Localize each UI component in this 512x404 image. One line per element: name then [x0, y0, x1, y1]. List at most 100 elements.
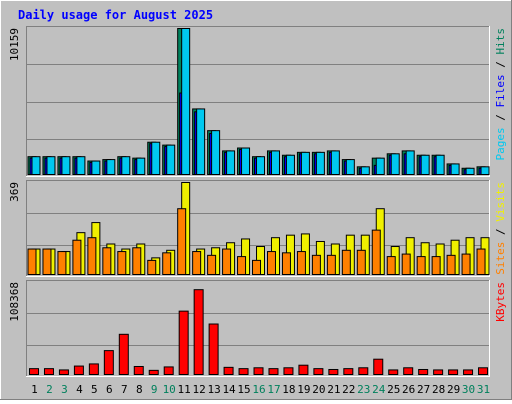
- x-tick-label: 5: [91, 383, 98, 396]
- kbytes-bar: [133, 365, 144, 376]
- x-axis-labels: 1 2 3 4 5 6 7 8 9 10 11 12 13 14 15 16 17 18 19 20 21 22 23 24 2…: [31, 383, 490, 396]
- x-tick-label: 1: [31, 383, 38, 396]
- kbytes-bar: [103, 350, 114, 375]
- sites-bar: [296, 251, 306, 276]
- sites-bar: [132, 247, 142, 276]
- x-tick-label: 8: [136, 383, 143, 396]
- x-tick-label: 26: [402, 383, 415, 396]
- pages-bar: [31, 156, 41, 175]
- hits-panel-frame: [26, 26, 490, 177]
- kbytes-bar: [343, 368, 354, 375]
- kbytes-bar: [328, 368, 339, 376]
- sites-bar: [192, 251, 202, 276]
- pages-bar: [315, 151, 325, 175]
- x-tick-label: 20: [312, 383, 325, 396]
- kbytes-bar: [29, 368, 39, 375]
- sites-bar: [102, 247, 112, 276]
- kbytes-bar: [118, 333, 129, 376]
- kbytes-bar: [388, 369, 399, 375]
- hits-panel-max-label: 10159: [8, 28, 21, 61]
- x-tick-label: 6: [106, 383, 113, 396]
- x-tick-label: 12: [193, 383, 206, 396]
- pages-bar: [241, 147, 251, 176]
- pages-bar: [420, 154, 430, 175]
- kbytes-bar: [298, 364, 309, 375]
- kbytes-bar: [58, 369, 69, 375]
- x-tick-label: 16: [252, 383, 265, 396]
- kbytes-bar: [73, 365, 84, 375]
- kbytes-bar: [253, 367, 264, 375]
- sites-bar: [401, 253, 411, 276]
- pages-bar: [375, 157, 385, 176]
- pages-bar: [106, 159, 116, 176]
- sites-bar: [356, 249, 366, 276]
- visits-panel-legend-item: Sites: [494, 242, 507, 275]
- sites-bar: [341, 249, 351, 276]
- pages-bar: [166, 144, 176, 175]
- pages-bar: [270, 150, 280, 175]
- x-tick-label: 19: [297, 383, 310, 396]
- pages-bar: [300, 151, 310, 175]
- pages-bar: [181, 28, 191, 175]
- kbytes-bar: [448, 369, 459, 375]
- pages-bar: [285, 154, 295, 175]
- hits-panel-legend: Pages / Files / Hits: [494, 28, 507, 161]
- sites-bar: [162, 252, 172, 276]
- hits-panel-legend-item: Hits: [494, 28, 507, 61]
- kbytes-bar: [403, 367, 414, 375]
- x-tick-label: 17: [267, 383, 280, 396]
- pages-bar: [465, 167, 475, 175]
- chart-title: Daily usage for August 2025: [18, 8, 213, 22]
- sites-bar: [386, 256, 396, 276]
- x-tick-label: 21: [327, 383, 340, 396]
- hits-panel-legend-item: Pages: [494, 127, 507, 160]
- kbytes-bar: [433, 369, 444, 375]
- x-tick-label: 18: [282, 383, 295, 396]
- pages-bar: [46, 156, 56, 175]
- pages-bar: [151, 141, 161, 175]
- sites-bar: [416, 256, 426, 276]
- x-tick-label: 29: [447, 383, 460, 396]
- kbytes-bar: [163, 366, 174, 375]
- x-tick-label: 15: [237, 383, 250, 396]
- pages-bar: [91, 160, 101, 176]
- pages-bar: [480, 166, 490, 175]
- x-tick-label: 9: [151, 383, 158, 396]
- sites-bar: [57, 251, 67, 276]
- pages-bar: [256, 156, 266, 175]
- kbytes-bar: [283, 367, 294, 375]
- sites-bar: [177, 208, 187, 275]
- hits-panel-legend-item: /: [494, 61, 507, 74]
- sites-bar: [311, 254, 321, 276]
- sites-bar: [266, 251, 276, 276]
- x-tick-label: 22: [342, 383, 355, 396]
- x-tick-label: 24: [372, 383, 386, 396]
- x-tick-label: 31: [477, 383, 490, 396]
- pages-bar: [435, 154, 445, 175]
- sites-bar: [72, 239, 82, 276]
- pages-bar: [211, 130, 221, 175]
- kbytes-bar: [358, 367, 369, 375]
- kbytes-panel-legend: KBytes: [494, 282, 507, 322]
- visits-panel-legend: Sites / Visits: [494, 182, 507, 275]
- kbytes-panel-legend-item: KBytes: [494, 282, 507, 322]
- pages-bar: [390, 153, 400, 175]
- pages-bar: [405, 150, 415, 175]
- x-tick-label: 27: [417, 383, 430, 396]
- pages-bar: [76, 156, 86, 175]
- sites-bar: [27, 248, 37, 276]
- sites-bar: [446, 254, 456, 276]
- pages-bar: [226, 150, 236, 175]
- x-tick-label: 11: [178, 383, 191, 396]
- x-tick-label: 13: [207, 383, 220, 396]
- x-tick-label: 3: [61, 383, 68, 396]
- kbytes-bar: [88, 363, 99, 376]
- x-tick-label: 25: [387, 383, 400, 396]
- kbytes-bar: [208, 323, 219, 376]
- sites-bar: [117, 251, 127, 276]
- sites-bar: [461, 253, 471, 276]
- kbytes-bar: [178, 310, 189, 376]
- pages-bar: [61, 156, 71, 175]
- sites-bar: [222, 248, 232, 276]
